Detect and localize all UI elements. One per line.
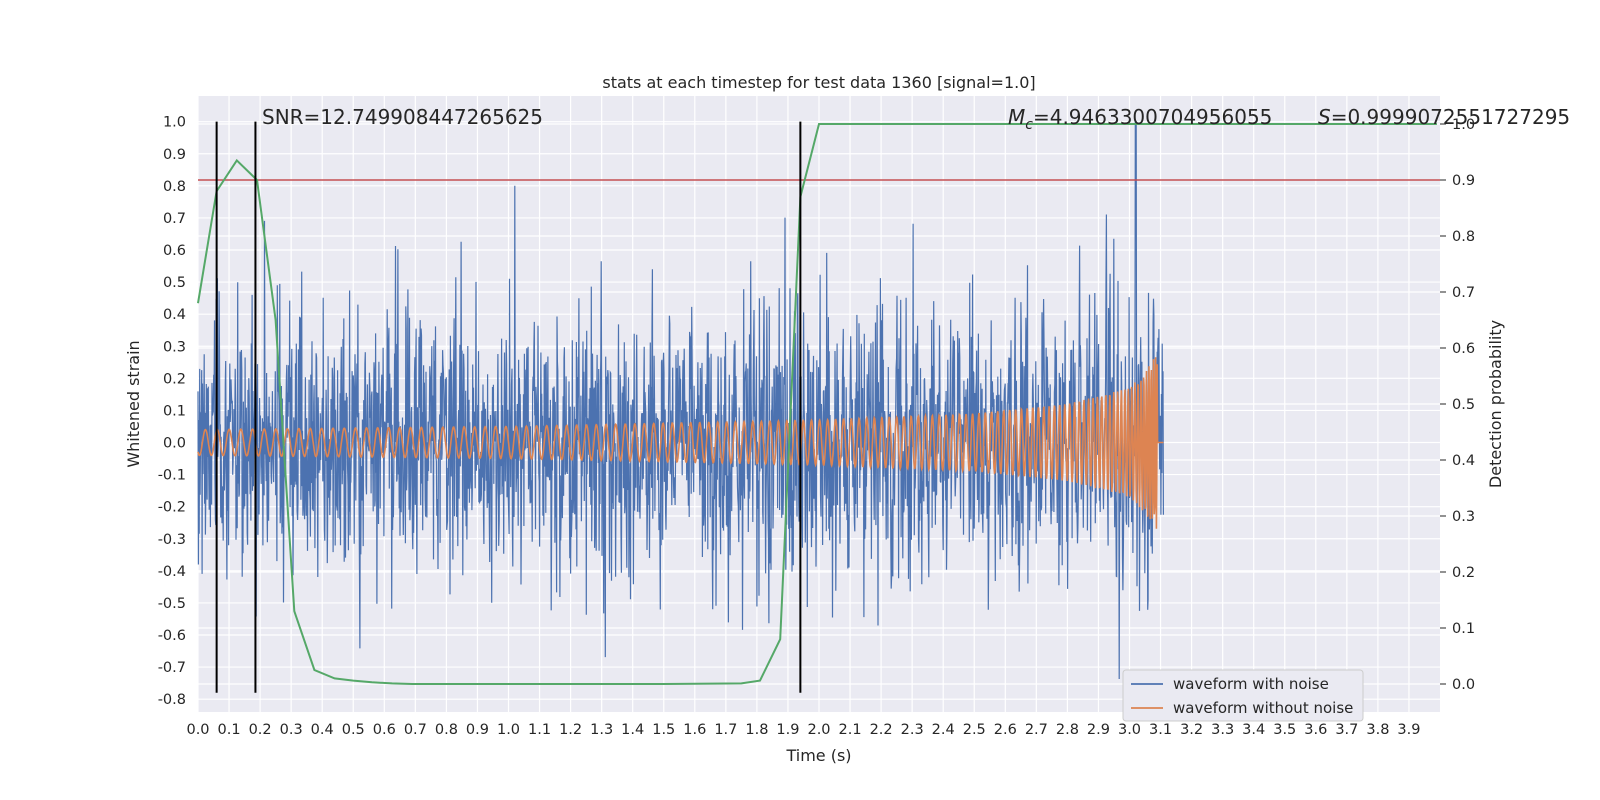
y-tick-label: -0.7: [158, 660, 186, 676]
y-tick-label: -0.4: [158, 564, 186, 580]
x-tick-label: 0.7: [404, 722, 427, 738]
y-axis-title: Whitened strain: [124, 340, 143, 467]
mc-symbol: M: [1008, 105, 1025, 129]
x-tick-label: 3.7: [1335, 722, 1358, 738]
x-tick-label: 3.2: [1180, 722, 1203, 738]
x-tick-label: 1.8: [745, 722, 768, 738]
mc-subscript: c: [1025, 117, 1033, 133]
right-y-tick-label: 0.0: [1452, 677, 1475, 693]
right-y-tick-label: 0.7: [1452, 285, 1475, 301]
x-tick-label: 2.7: [1025, 722, 1048, 738]
x-tick-label: 0.1: [218, 722, 241, 738]
right-y-tick-label: 1.0: [1452, 117, 1475, 133]
legend: waveform with noise waveform without noi…: [1122, 669, 1364, 722]
chart-title: stats at each timestep for test data 136…: [602, 73, 1035, 92]
x-tick-label: 0.4: [311, 722, 334, 738]
x-tick-label: 1.9: [776, 722, 799, 738]
x-tick-label: 0.0: [186, 722, 209, 738]
y-tick-label: -0.1: [158, 468, 186, 484]
x-tick-label: 3.4: [1242, 722, 1265, 738]
x-tick-label: 3.5: [1273, 722, 1296, 738]
x-tick-label: 0.3: [280, 722, 303, 738]
series-layer: [197, 121, 1164, 680]
x-tick-label: 2.3: [901, 722, 924, 738]
x-tick-label: 2.6: [994, 722, 1017, 738]
right-y-tick-label: 0.4: [1452, 453, 1475, 469]
y-tick-label: 0.0: [163, 436, 186, 452]
y-tick-label: 0.5: [163, 275, 186, 291]
right-y-tick-label: 0.2: [1452, 565, 1475, 581]
s-symbol: S: [1318, 105, 1331, 129]
y-tick-label: 0.3: [163, 339, 186, 355]
y-tick-label: 1.0: [163, 115, 186, 131]
y-tick-label: 0.7: [163, 211, 186, 227]
s-value: =0.9999072551727295: [1331, 105, 1570, 129]
tick-layer: 0.0 0.1 0.2 0.3 0.4 0.5 0.6 0.7 0.8 0.9 1.0 1.1 1.2 1…: [158, 115, 1475, 738]
right-y-tick-label: 0.5: [1452, 397, 1475, 413]
y-tick-label: 0.6: [163, 243, 186, 259]
x-tick-label: 2.0: [807, 722, 830, 738]
x-tick-label: 2.9: [1087, 722, 1110, 738]
x-tick-label: 3.1: [1149, 722, 1172, 738]
mc-value: =4.9463300704956055: [1033, 105, 1272, 129]
x-tick-label: 2.8: [1056, 722, 1079, 738]
x-tick-label: 1.2: [559, 722, 582, 738]
x-tick-label: 2.5: [963, 722, 986, 738]
y-tick-label: 0.4: [163, 307, 186, 323]
x-tick-label: 1.6: [683, 722, 706, 738]
y-tick-label: 0.1: [163, 403, 186, 419]
y-tick-label: -0.5: [158, 596, 186, 612]
x-tick-label: 0.8: [435, 722, 458, 738]
x-tick-label: 3.6: [1304, 722, 1327, 738]
x-axis-title: Time (s): [785, 746, 851, 765]
series-line-detection-probability: [197, 123, 1437, 685]
legend-label-noisy: waveform with noise: [1173, 675, 1329, 693]
x-tick-label: 3.0: [1118, 722, 1141, 738]
y-tick-label: -0.6: [158, 628, 186, 644]
right-y-tick-label: 0.3: [1452, 509, 1475, 525]
x-tick-label: 1.5: [652, 722, 675, 738]
y-tick-label: 0.8: [163, 179, 186, 195]
x-tick-label: 3.3: [1211, 722, 1234, 738]
y-tick-label: 0.2: [163, 371, 186, 387]
right-y-tick-label: 0.8: [1452, 229, 1475, 245]
series-line-waveform-with-noise: [197, 121, 1164, 680]
right-y-tick-label: 0.1: [1452, 621, 1475, 637]
legend-label-clean: waveform without noise: [1173, 699, 1353, 717]
x-tick-label: 2.4: [932, 722, 955, 738]
right-y-axis-title: Detection probability: [1486, 320, 1505, 488]
x-tick-label: 2.2: [870, 722, 893, 738]
s-annotation: S=0.9999072551727295: [1318, 105, 1570, 129]
x-tick-label: 2.1: [839, 722, 862, 738]
x-tick-label: 1.3: [590, 722, 613, 738]
right-y-tick-label: 0.6: [1452, 341, 1475, 357]
y-tick-label: 0.9: [163, 147, 186, 163]
x-tick-label: 0.9: [466, 722, 489, 738]
snr-annotation: SNR=12.749908447265625: [262, 105, 543, 129]
y-tick-label: -0.2: [158, 500, 186, 516]
marker-layer: [197, 121, 1440, 693]
right-y-tick-label: 0.9: [1452, 173, 1475, 189]
x-tick-label: 1.0: [497, 722, 520, 738]
x-tick-label: 1.7: [714, 722, 737, 738]
legend-box: [1122, 669, 1364, 722]
x-tick-label: 0.5: [342, 722, 365, 738]
x-tick-label: 0.2: [249, 722, 272, 738]
mc-annotation: Mc=4.9463300704956055: [1008, 105, 1272, 133]
x-tick-label: 3.9: [1397, 722, 1420, 738]
x-tick-label: 3.8: [1366, 722, 1389, 738]
x-tick-label: 1.4: [621, 722, 644, 738]
x-tick-label: 0.6: [373, 722, 396, 738]
y-tick-label: -0.8: [158, 692, 186, 708]
series-line-waveform-without-noise: [197, 357, 1164, 529]
y-tick-label: -0.3: [158, 532, 186, 548]
x-tick-label: 1.1: [528, 722, 551, 738]
